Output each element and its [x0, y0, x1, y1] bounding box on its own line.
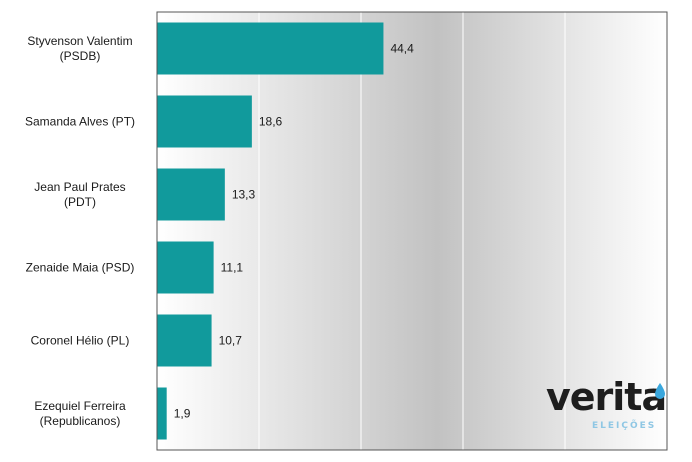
bar-4 — [157, 314, 212, 367]
category-label-line: Coronel Hélio (PL) — [31, 334, 130, 348]
plot-background — [157, 12, 667, 450]
category-label-line: Jean Paul Prates — [34, 180, 125, 194]
bar-2 — [157, 168, 225, 221]
category-label-line: (PDT) — [64, 195, 96, 209]
value-label-3: 11,1 — [221, 261, 244, 275]
category-label-4: Coronel Hélio (PL) — [31, 334, 130, 348]
value-label-1: 18,6 — [259, 115, 283, 129]
category-label-0: Styvenson Valentim (PSDB) — [27, 34, 132, 63]
category-label-2: Jean Paul Prates (PDT) — [34, 180, 125, 209]
verita-logo: verita ELEIÇÕES — [546, 375, 670, 437]
logo-wordmark: verita — [546, 375, 667, 419]
category-label-line: Zenaide Maia (PSD) — [26, 261, 135, 275]
category-label-3: Zenaide Maia (PSD) — [26, 261, 135, 275]
category-label-line: Styvenson Valentim — [27, 34, 132, 48]
bar-3 — [157, 241, 214, 294]
category-label-line: (PSDB) — [60, 49, 101, 63]
logo-subtitle: ELEIÇÕES — [592, 421, 657, 431]
bar-1 — [157, 95, 252, 148]
category-label-1: Samanda Alves (PT) — [25, 115, 135, 129]
category-label-5: Ezequiel Ferreira (Republicanos) — [34, 399, 126, 428]
gridlines — [258, 12, 566, 450]
value-labels: 44,4 18,6 13,3 11,1 10,7 1,9 — [174, 42, 414, 421]
bars — [157, 22, 384, 440]
category-label-line: (Republicanos) — [40, 414, 121, 428]
bar-0 — [157, 22, 384, 75]
value-label-0: 44,4 — [390, 42, 414, 56]
category-labels: Styvenson Valentim (PSDB) Samanda Alves (P… — [25, 34, 135, 428]
category-label-line: Samanda Alves (PT) — [25, 115, 135, 129]
value-label-5: 1,9 — [174, 407, 191, 421]
category-label-line: Ezequiel Ferreira — [34, 399, 126, 413]
value-label-4: 10,7 — [219, 334, 243, 348]
value-label-2: 13,3 — [232, 188, 256, 202]
plot-frame — [156, 11, 668, 451]
bar-5 — [157, 387, 167, 440]
drop-icon — [655, 383, 665, 399]
